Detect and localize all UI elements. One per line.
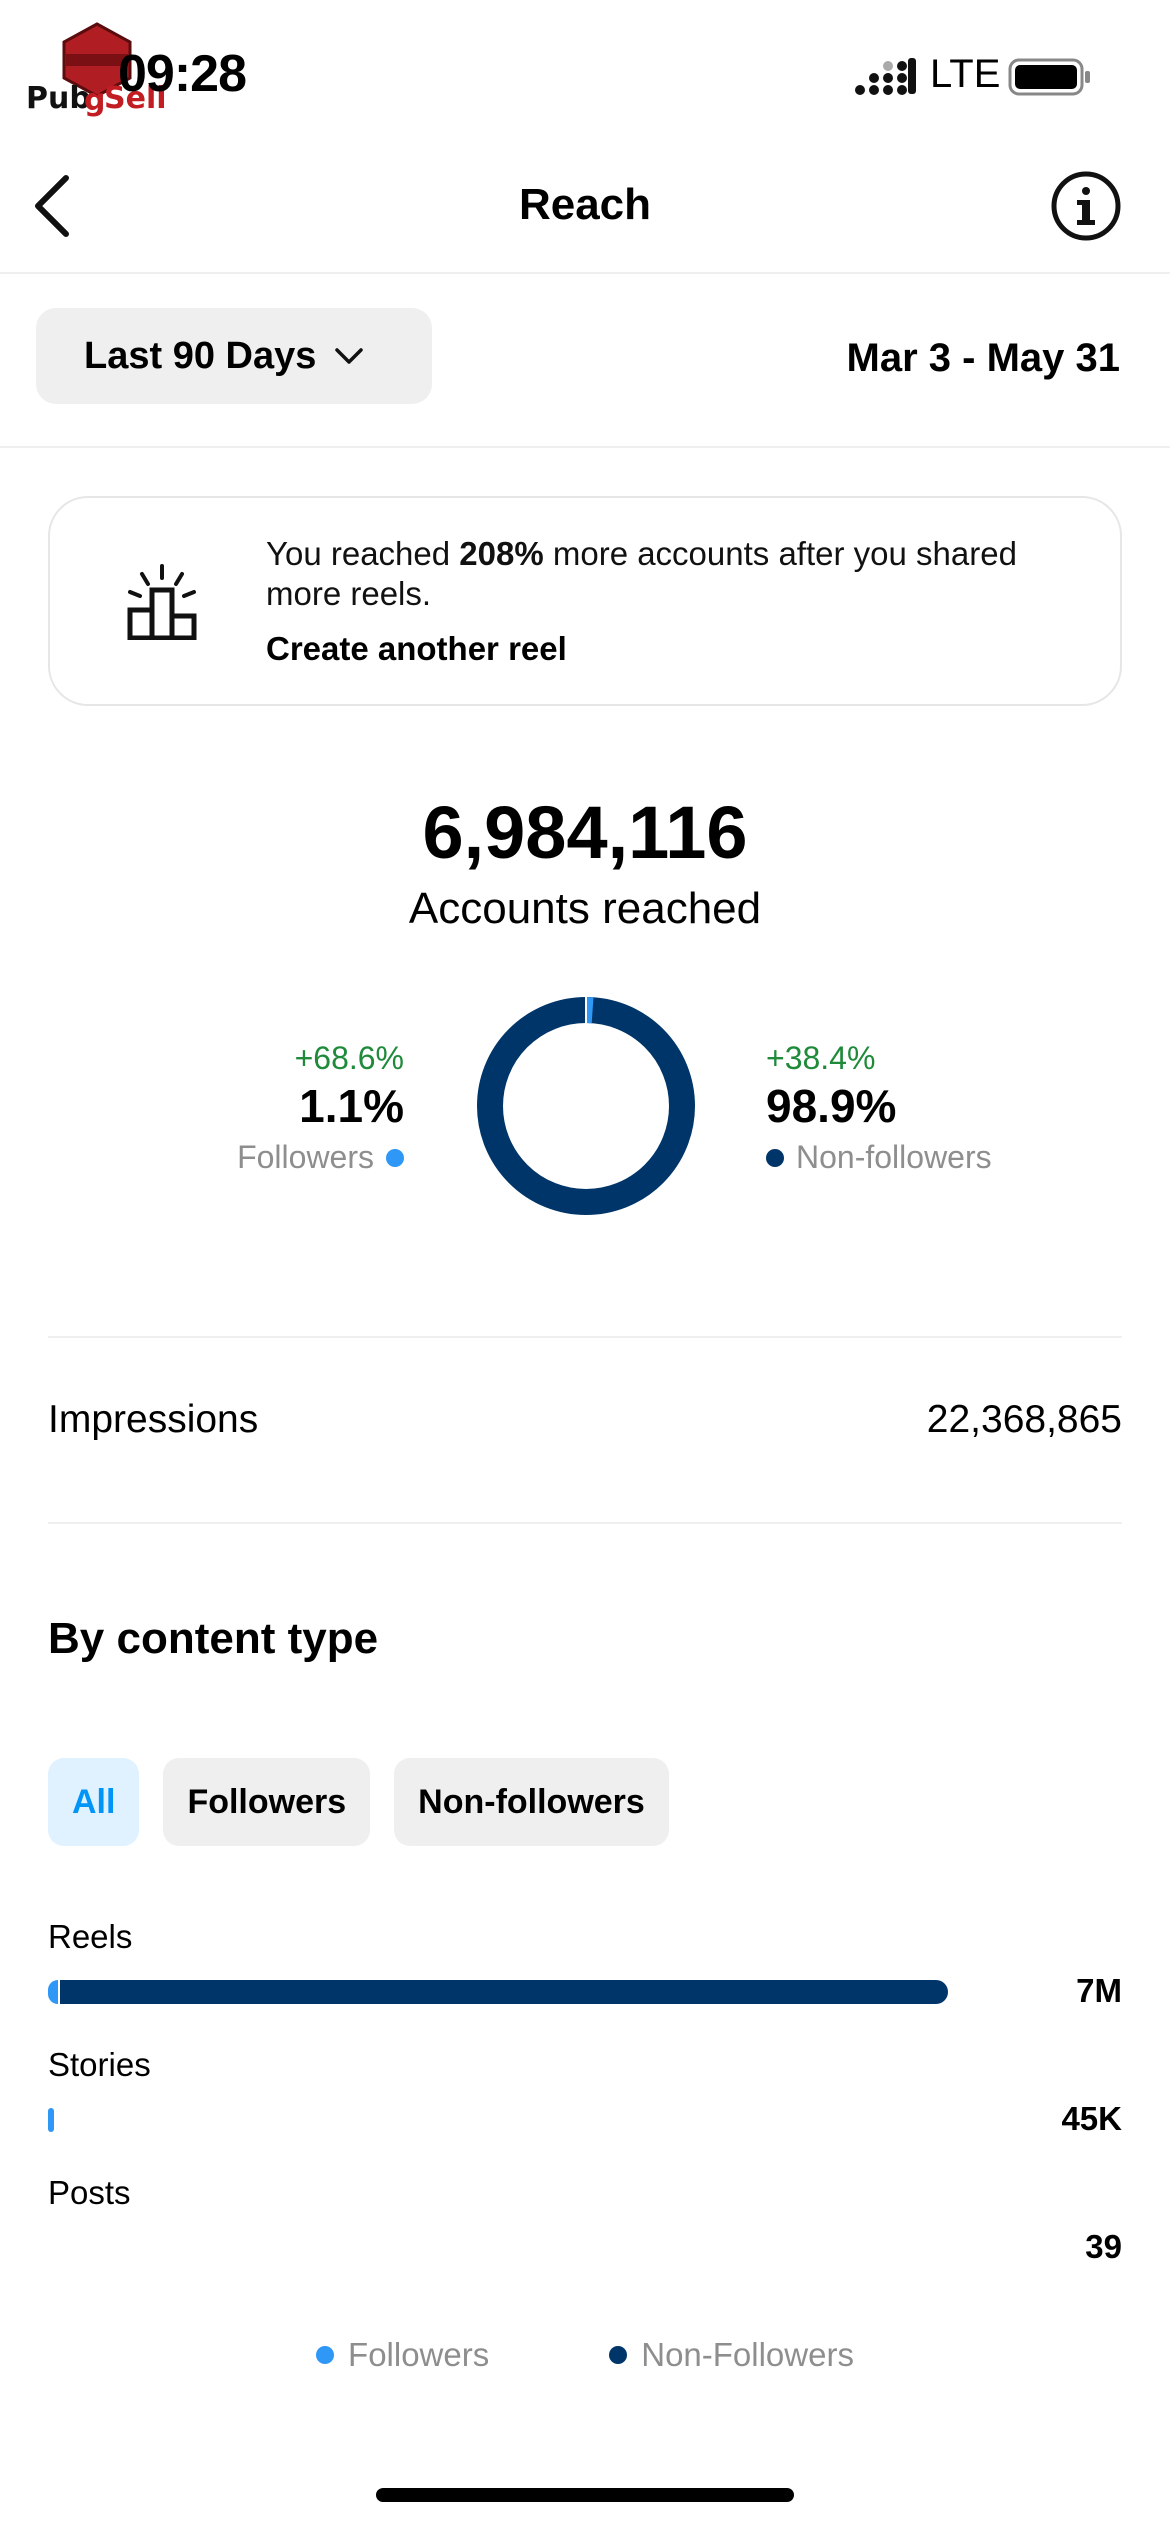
svg-text:g: g — [84, 83, 105, 118]
date-range-text: Mar 3 - May 31 — [846, 336, 1120, 380]
divider — [48, 1336, 1122, 1338]
filter-chip-followers[interactable]: Followers — [163, 1758, 371, 1846]
back-button[interactable] — [20, 170, 84, 242]
content-type-filters: All Followers Non-followers — [48, 1758, 669, 1846]
date-range-row: Last 90 Days Mar 3 - May 31 — [0, 274, 1170, 448]
followers-legend: Followers — [237, 1139, 404, 1176]
time-range-dropdown[interactable]: Last 90 Days — [36, 308, 432, 404]
signal-strength-icon — [854, 56, 916, 96]
time-range-label: Last 90 Days — [84, 334, 317, 377]
chevron-down-icon — [335, 348, 364, 364]
home-indicator — [376, 2488, 794, 2502]
non-followers-legend: Non-followers — [766, 1139, 992, 1176]
impressions-label: Impressions — [48, 1398, 259, 1441]
insight-text-after: more accounts after you shared more reel… — [266, 535, 1017, 612]
non-followers-change: +38.4% — [766, 1040, 876, 1076]
network-type: LTE — [930, 52, 1001, 96]
filter-chip-all[interactable]: All — [48, 1758, 140, 1846]
filter-chip-non-followers[interactable]: Non-followers — [394, 1758, 669, 1846]
followers-legend-label: Followers — [237, 1139, 374, 1175]
content-row-value: 7M — [1076, 1972, 1122, 2009]
accounts-reached-value: 6,984,116 — [422, 791, 748, 874]
divider — [48, 1522, 1122, 1524]
bar-segment-followers — [48, 1980, 58, 2004]
insight-card: You reached 208% more accounts after you… — [48, 496, 1122, 706]
followers-stat: +68.6% 1.1% Followers — [237, 1040, 404, 1176]
content-row-stories: Stories 45K — [48, 2046, 1122, 2137]
bar-segment-followers — [48, 2108, 54, 2132]
content-bar — [48, 2108, 948, 2132]
content-row-value: 45K — [1061, 2100, 1122, 2137]
legend-label: Followers — [348, 2336, 490, 2373]
insight-text: You reached 208% more accounts after you… — [266, 534, 1046, 614]
followers-change: +68.6% — [294, 1040, 404, 1076]
svg-text:Pub: Pub — [26, 81, 91, 116]
content-row-label: Reels — [48, 1918, 133, 1955]
content-row-label: Posts — [48, 2174, 131, 2211]
legend-label: Non-Followers — [641, 2336, 854, 2373]
content-bar — [48, 2236, 948, 2260]
reach-donut-chart — [477, 997, 695, 1215]
content-row-value: 39 — [1085, 2228, 1122, 2265]
create-reel-link[interactable]: Create another reel — [266, 630, 567, 667]
non-followers-stat: +38.4% 98.9% Non-followers — [766, 1040, 992, 1176]
non-followers-percent: 98.9% — [766, 1080, 897, 1132]
followers-dot — [386, 1148, 404, 1167]
accounts-reached-label: Accounts reached — [408, 884, 762, 933]
chart-legend: Followers Non-Followers — [0, 2336, 1170, 2374]
legend-item-non-followers: Non-Followers — [609, 2336, 854, 2374]
podium-icon — [127, 564, 197, 640]
info-icon — [1051, 171, 1121, 241]
nav-bar: Reach — [0, 140, 1170, 274]
chevron-left-icon — [35, 175, 69, 237]
content-row-posts: Posts 39 — [48, 2174, 1122, 2265]
info-button[interactable] — [1050, 170, 1122, 242]
donut-segment-non-followers — [477, 997, 695, 1215]
content-type-title: By content type — [48, 1614, 379, 1663]
insight-text-before: You reached — [266, 535, 460, 572]
legend-item-followers: Followers — [316, 2336, 489, 2374]
page-title: Reach — [518, 180, 652, 229]
status-time: 09:28 — [118, 45, 247, 103]
non-followers-legend-label: Non-followers — [796, 1139, 992, 1175]
status-bar: Pub g Sell 09:28 LTE — [0, 0, 1170, 140]
watermark-logo: Pub g Sell — [22, 20, 172, 120]
content-bar — [48, 1980, 948, 2004]
insight-highlight: 208% — [459, 535, 544, 572]
followers-percent: 1.1% — [299, 1080, 404, 1132]
bar-segment-non-followers — [59, 1980, 948, 2004]
impressions-value: 22,368,865 — [926, 1398, 1122, 1441]
non-followers-dot — [766, 1148, 784, 1167]
legend-dot-followers — [316, 2346, 335, 2364]
content-row-reels: Reels 7M — [48, 1918, 1122, 2009]
content-row-label: Stories — [48, 2046, 151, 2083]
svg-text:Sell: Sell — [104, 81, 167, 116]
battery-icon — [1008, 58, 1092, 96]
legend-dot-non-followers — [609, 2346, 628, 2364]
